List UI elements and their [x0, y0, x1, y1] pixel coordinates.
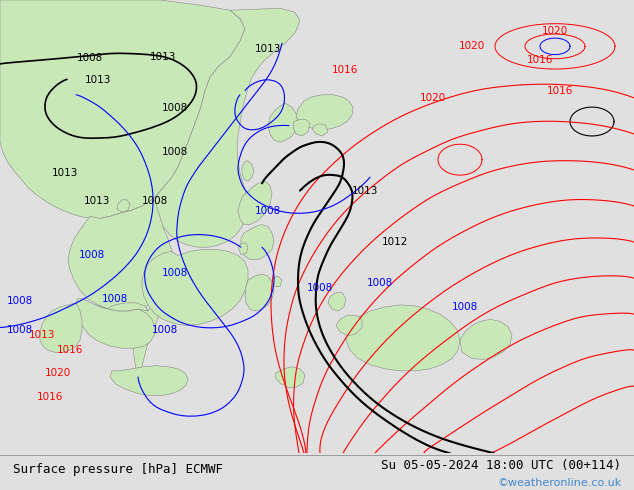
Polygon shape: [142, 249, 248, 325]
Polygon shape: [40, 303, 82, 352]
Text: ©weatheronline.co.uk: ©weatheronline.co.uk: [497, 478, 621, 489]
Text: 1016: 1016: [527, 55, 553, 65]
Text: 1013: 1013: [85, 75, 111, 85]
Text: 1013: 1013: [352, 186, 378, 196]
Polygon shape: [293, 120, 310, 136]
Text: 1020: 1020: [45, 368, 71, 378]
Polygon shape: [245, 274, 274, 311]
Text: 1013: 1013: [84, 196, 110, 206]
Text: 1012: 1012: [382, 237, 408, 247]
Text: 1008: 1008: [152, 325, 178, 335]
Text: 1008: 1008: [307, 283, 333, 294]
Text: 1008: 1008: [162, 268, 188, 278]
Text: 1008: 1008: [7, 325, 33, 335]
Polygon shape: [133, 264, 174, 392]
Polygon shape: [117, 200, 130, 212]
Text: 1013: 1013: [52, 168, 78, 178]
Polygon shape: [272, 276, 282, 286]
Text: 1008: 1008: [162, 147, 188, 157]
Polygon shape: [155, 8, 300, 247]
Text: 1008: 1008: [77, 53, 103, 63]
Polygon shape: [98, 303, 148, 311]
Text: 1016: 1016: [547, 86, 573, 96]
Polygon shape: [328, 293, 346, 311]
Text: 1013: 1013: [150, 51, 176, 62]
Polygon shape: [346, 305, 460, 371]
Text: 1013: 1013: [29, 330, 55, 340]
Text: 1008: 1008: [452, 302, 478, 312]
Polygon shape: [68, 201, 174, 311]
Polygon shape: [275, 367, 305, 387]
Text: Su 05-05-2024 18:00 UTC (00+114): Su 05-05-2024 18:00 UTC (00+114): [381, 459, 621, 471]
Polygon shape: [268, 103, 298, 142]
Text: 1016: 1016: [37, 392, 63, 402]
Text: 1013: 1013: [255, 45, 281, 54]
Polygon shape: [296, 95, 353, 130]
Polygon shape: [336, 315, 362, 336]
Polygon shape: [460, 319, 512, 360]
Text: Surface pressure [hPa] ECMWF: Surface pressure [hPa] ECMWF: [13, 463, 223, 476]
Text: 1016: 1016: [332, 65, 358, 75]
Polygon shape: [0, 0, 245, 219]
Text: 1008: 1008: [367, 278, 393, 288]
Text: 1008: 1008: [255, 206, 281, 216]
Polygon shape: [241, 224, 274, 260]
Text: 1008: 1008: [142, 196, 168, 206]
Polygon shape: [76, 299, 155, 348]
Text: 1016: 1016: [57, 345, 83, 355]
Polygon shape: [242, 161, 254, 181]
Text: 1020: 1020: [542, 26, 568, 36]
Text: 1020: 1020: [420, 93, 446, 103]
Text: 1008: 1008: [162, 103, 188, 113]
Text: 1008: 1008: [79, 250, 105, 261]
Text: 1020: 1020: [459, 41, 485, 51]
Polygon shape: [110, 366, 188, 395]
Polygon shape: [238, 181, 272, 224]
Polygon shape: [312, 123, 328, 136]
Polygon shape: [238, 243, 248, 254]
Text: 1008: 1008: [102, 294, 128, 304]
Text: 1008: 1008: [7, 296, 33, 306]
